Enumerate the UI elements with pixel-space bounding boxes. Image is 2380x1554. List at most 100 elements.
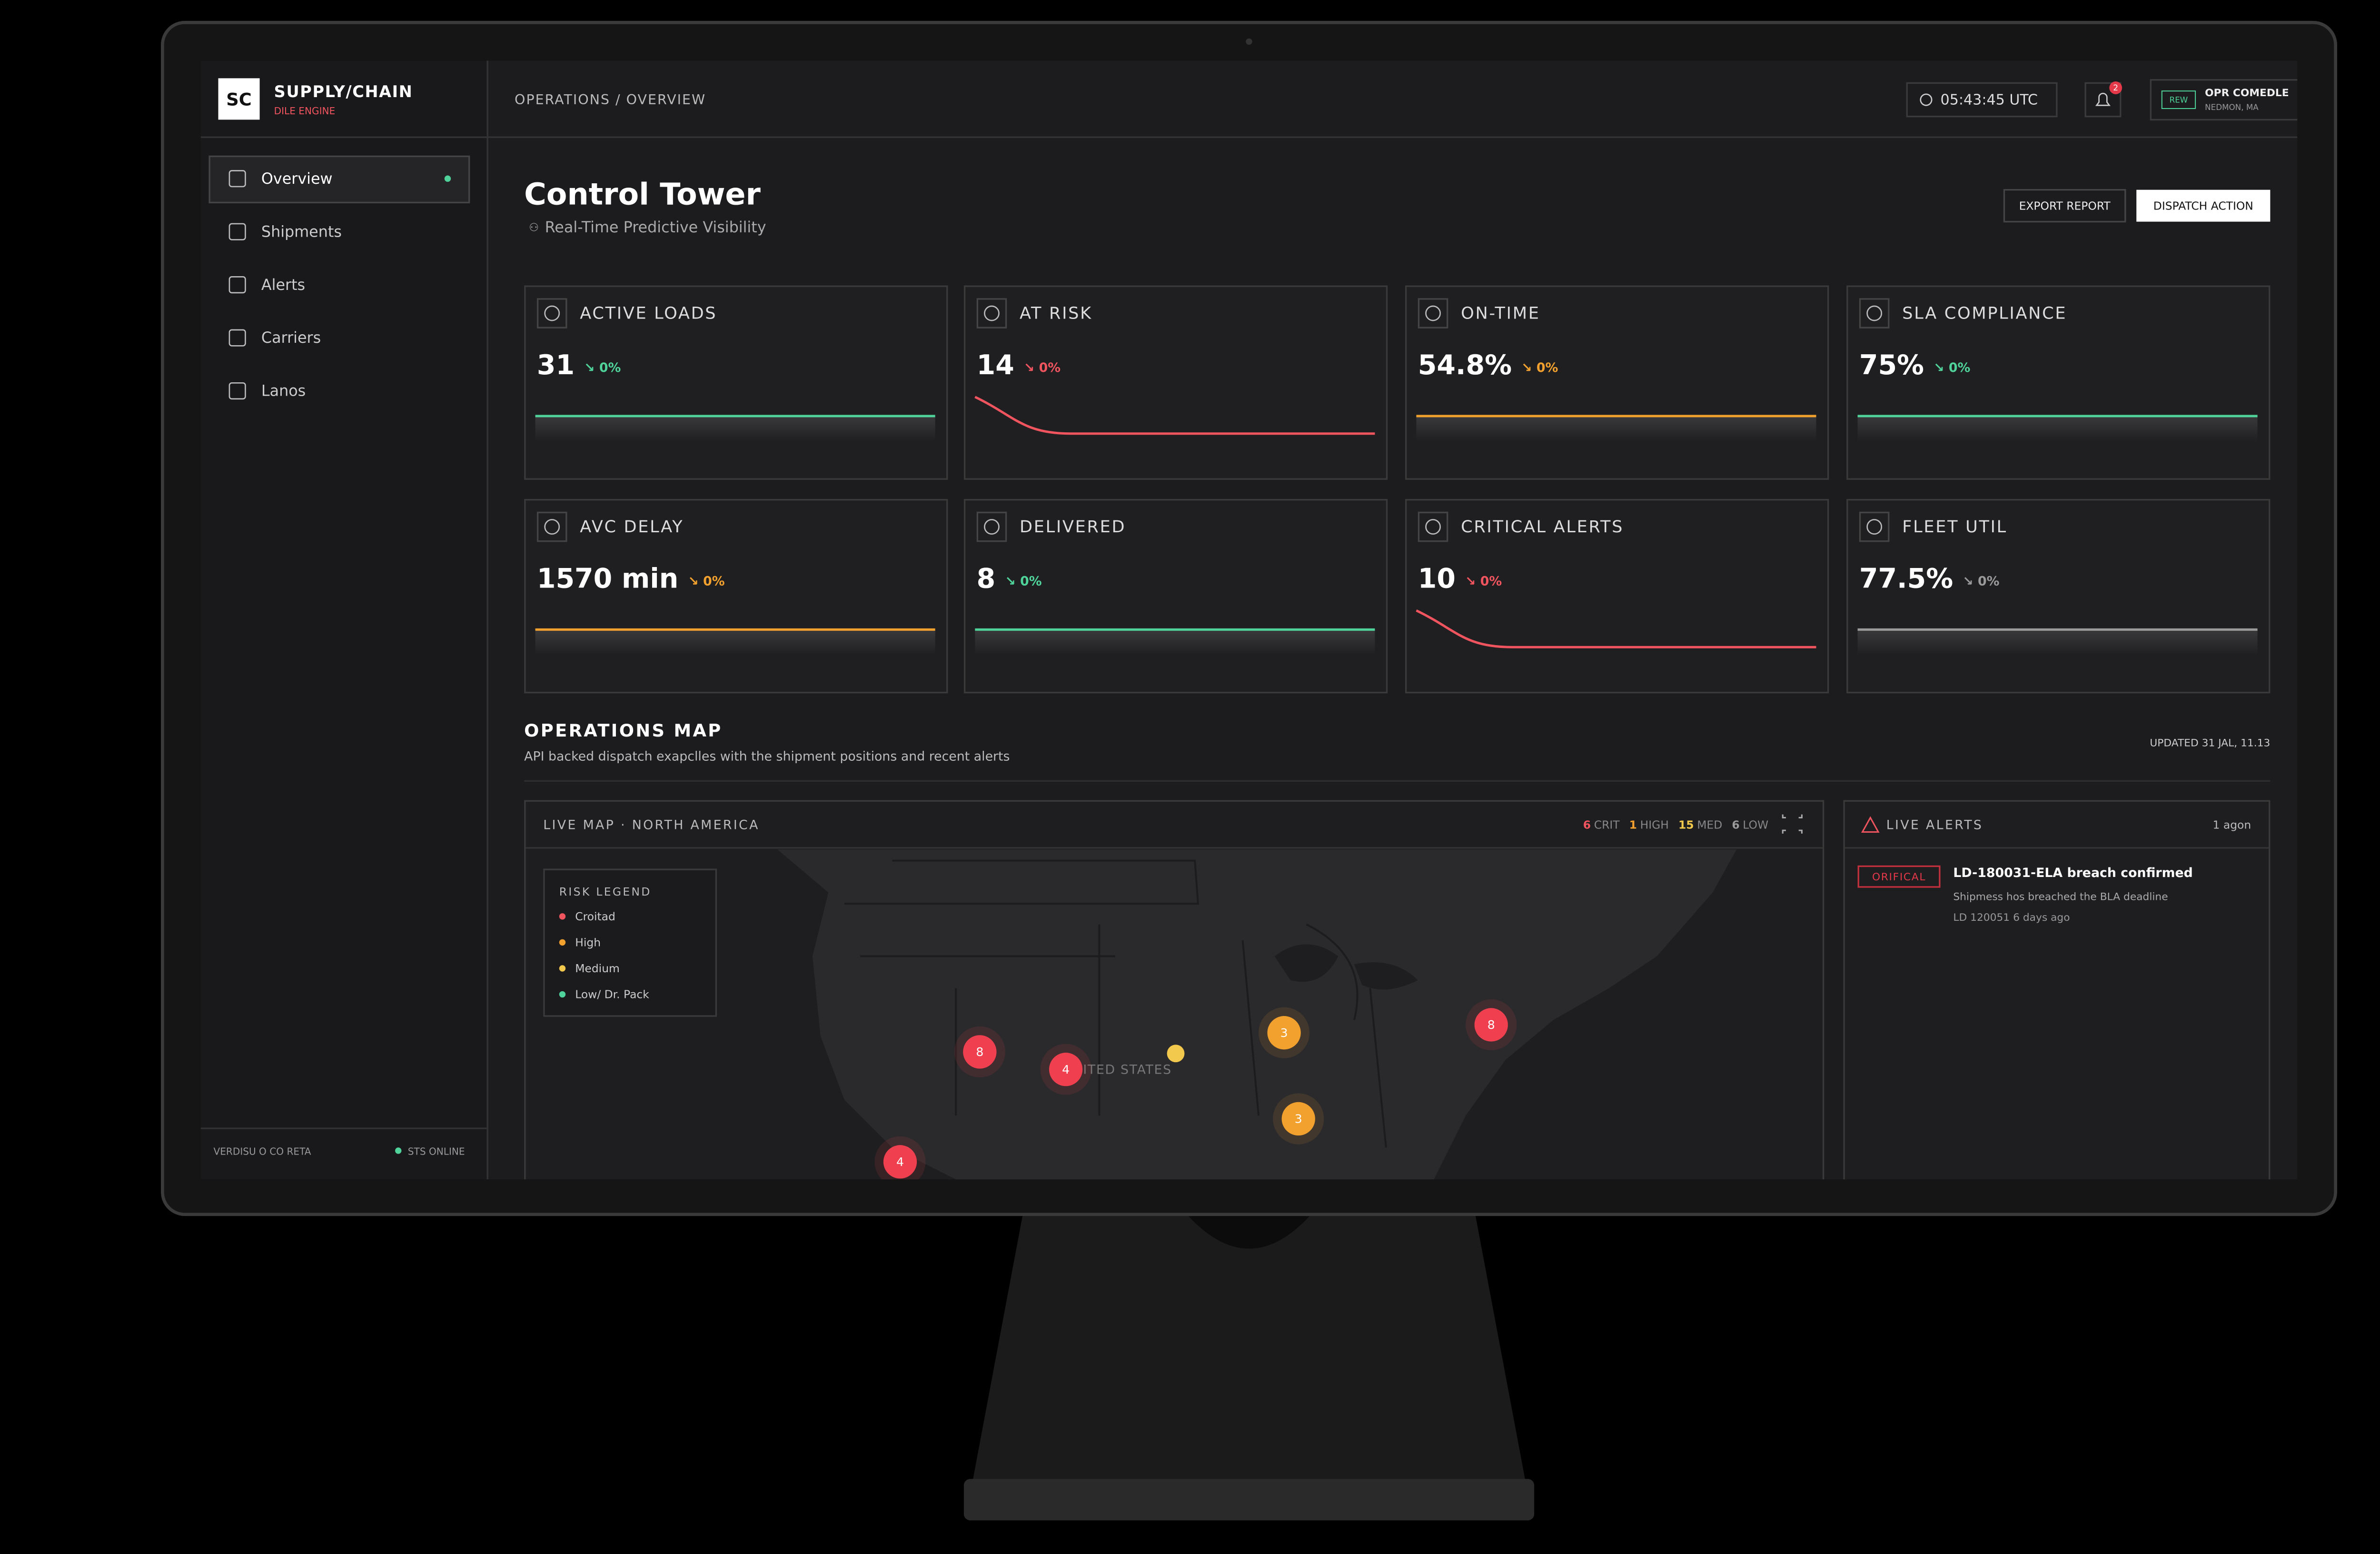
page-subtitle: Real-Time Predictive Visibility: [545, 219, 766, 236]
marker-dot[interactable]: [1167, 1045, 1185, 1063]
marker[interactable]: [883, 1145, 917, 1179]
legend-label: Medium: [575, 962, 620, 975]
kpi-icon: [536, 511, 567, 542]
clock-icon: [1920, 93, 1933, 106]
dispatch-label: DISPATCH ACTION: [2153, 199, 2253, 212]
export-label: EXPORT REPORT: [2019, 199, 2111, 212]
subtitle-icon: ⚇: [529, 220, 539, 234]
user-box[interactable]: [2150, 79, 2301, 121]
nav-icon: [228, 170, 246, 188]
user-location: NEDMON, MA: [2205, 102, 2259, 112]
marker[interactable]: [1474, 1008, 1508, 1042]
kpi-icon-glyph: [1866, 305, 1883, 321]
breadcrumb: OPERATIONS / OVERVIEW: [515, 92, 706, 108]
marker-label: 8: [1488, 1018, 1495, 1032]
notification-badge: [2109, 81, 2122, 94]
clock-box: [1906, 82, 2058, 118]
marker[interactable]: [1049, 1053, 1083, 1086]
kpi-icon: [1859, 511, 1890, 542]
sparkline-glow: [535, 629, 935, 655]
alert-description: Shipmess hos breached the BLA deadline: [1953, 891, 2168, 903]
kpi-icon: [1418, 511, 1448, 542]
marker[interactable]: [1281, 1102, 1315, 1136]
kpi-change: ↘ 0%: [584, 360, 621, 375]
stand-base: [963, 1479, 1535, 1521]
brand-name: SUPPLY/CHAIN: [274, 82, 413, 101]
kpi-change: ↘ 0%: [1024, 360, 1061, 375]
kpi-icon: [536, 298, 567, 329]
kpi-label: ON-TIME: [1461, 304, 1540, 323]
stand: [972, 1214, 1527, 1485]
user-badge-box: [2161, 90, 2196, 109]
kpi-value: 1570 min: [537, 563, 678, 594]
kpi-icon: [976, 298, 1007, 329]
nav-item[interactable]: Overview: [261, 170, 333, 188]
kpi-card: [1846, 498, 2271, 694]
map-title: LIVE MAP · NORTH AMERICA: [543, 818, 759, 833]
count-value: 6: [1583, 818, 1591, 832]
bell-icon: [2095, 92, 2111, 106]
kpi-change: ↘ 0%: [1963, 574, 1999, 588]
legend-label: High: [575, 936, 601, 949]
legend-dot: [559, 939, 566, 946]
kpi-value: 54.8%: [1418, 349, 1512, 381]
page-title: Control Tower: [524, 177, 761, 212]
count-label: HIGH: [1640, 818, 1669, 832]
sparkline: [1416, 609, 1816, 648]
kpi-change: ↘ 0%: [1465, 574, 1502, 588]
legend-dot: [559, 965, 566, 972]
sparkline-glow: [1416, 416, 1816, 442]
section-description: API backed dispatch exapclles with the s…: [524, 749, 1010, 764]
kpi-icon: [1418, 298, 1448, 329]
marker[interactable]: [963, 1035, 997, 1069]
map-land: [777, 849, 1737, 1180]
legend-dot: [559, 991, 566, 998]
bell-button[interactable]: [2084, 82, 2122, 118]
marker-label: 3: [1280, 1026, 1288, 1040]
kpi-label: ACTIVE LOADS: [580, 304, 717, 323]
kpi-card: [1846, 285, 2271, 480]
user-badge: REW: [2170, 95, 2188, 105]
dispatch-button[interactable]: [2136, 189, 2271, 222]
status: STS ONLINE: [408, 1146, 465, 1157]
clock: 05:43:45 UTC: [1941, 92, 2038, 109]
kpi-icon-glyph: [984, 519, 1000, 535]
nav-icon: [228, 276, 246, 294]
severity: ORIFICAL: [1872, 871, 1926, 883]
count-value: 6: [1732, 818, 1739, 832]
marker[interactable]: [1267, 1016, 1301, 1050]
screen-content: SC SUPPLY/CHAIN DILE ENGINE VERDISU O CO…: [200, 60, 2301, 1180]
legend-label: Croitad: [575, 910, 615, 923]
nav-item[interactable]: Shipments: [261, 223, 342, 240]
nav-item[interactable]: Alerts: [261, 276, 305, 294]
marker-label: 4: [1062, 1063, 1070, 1076]
kpi-label: FLEET UTIL: [1902, 517, 2007, 537]
kpi-icon-glyph: [544, 305, 560, 321]
nav-item[interactable]: Carriers: [261, 329, 321, 347]
kpi-card: [524, 498, 948, 694]
kpi-card: [963, 498, 1388, 694]
kpi-value: 31: [537, 349, 575, 381]
kpi-change: ↘ 0%: [1521, 360, 1558, 375]
kpi-change: ↘ 0%: [1934, 360, 1970, 375]
expand-icon[interactable]: [1782, 814, 1803, 834]
alert-meta: LD 120051 6 days ago: [1953, 912, 2070, 924]
count-label: LOW: [1743, 818, 1768, 832]
alerts-panel: [1843, 800, 2271, 1180]
kpi-icon-glyph: [984, 305, 1000, 321]
map-lakes: [1274, 944, 1418, 990]
marker-label: 3: [1295, 1112, 1302, 1126]
kpi-change: ↘ 0%: [688, 574, 724, 588]
section-title: OPERATIONS MAP: [524, 720, 722, 741]
alert-icon: [1861, 816, 1880, 833]
alert-title[interactable]: LD-180031-ELA breach confirmed: [1953, 866, 2192, 880]
export-button[interactable]: [2003, 189, 2126, 223]
count-label: CRIT: [1594, 818, 1620, 832]
kpi-icon-glyph: [544, 519, 560, 535]
kpi-label: CRITICAL ALERTS: [1461, 517, 1624, 537]
sparkline-glow: [535, 416, 935, 442]
legend-dot: [559, 913, 566, 920]
kpi-icon-glyph: [1425, 305, 1441, 321]
nav-item[interactable]: Lanos: [261, 382, 306, 400]
kpi-icon-glyph: [1866, 519, 1883, 535]
